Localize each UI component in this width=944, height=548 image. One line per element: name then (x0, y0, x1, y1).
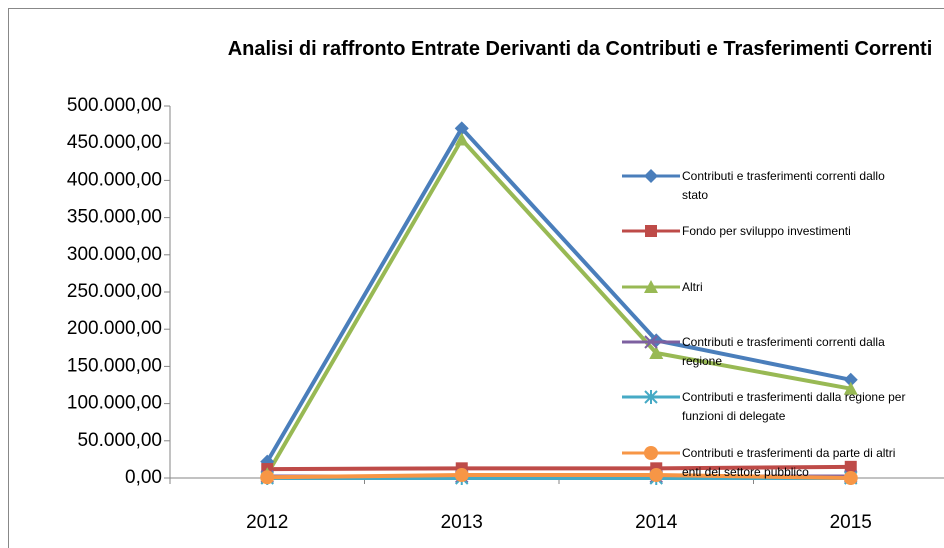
marker (260, 470, 275, 485)
series-line (267, 464, 851, 472)
legend-label: Altri (682, 279, 703, 294)
y-tick-label: 150.000,00 (67, 355, 162, 376)
marker (843, 372, 858, 387)
y-tick-label: 400.000,00 (67, 169, 162, 190)
marker (644, 169, 658, 183)
y-tick-label: 350.000,00 (67, 207, 162, 228)
y-tick-label: 0,00 (125, 467, 162, 488)
y-tick-label: 250.000,00 (67, 281, 162, 302)
marker (649, 346, 664, 360)
legend-item: Contributi e trasferimenti dalla regione… (620, 388, 920, 428)
x-tick-label: 2014 (635, 512, 678, 533)
y-tick-label: 450.000,00 (67, 132, 162, 153)
marker (454, 132, 469, 146)
marker (644, 279, 658, 293)
legend-swatch (622, 445, 680, 460)
legend-swatch (622, 225, 680, 238)
chart-title: Analisi di raffronto Entrate Derivanti d… (227, 38, 933, 60)
marker (454, 468, 469, 483)
y-tick-label: 200.000,00 (67, 318, 162, 339)
x-tick-label: 2015 (830, 512, 872, 533)
y-tick-label: 50.000,00 (77, 430, 162, 451)
marker (844, 460, 857, 473)
legend-label: Contributi e trasferimenti correnti dall… (682, 334, 885, 368)
series-line (267, 473, 851, 480)
marker (644, 445, 658, 460)
series-line (265, 137, 852, 476)
legend-item: Fondo per sviluppo investimenti (620, 222, 920, 262)
marker (843, 471, 858, 485)
legend-label: Contributi e trasferimenti da parte di a… (682, 445, 896, 479)
marker (454, 121, 469, 136)
y-tick-label: 500.000,00 (67, 95, 162, 116)
marker (644, 335, 658, 349)
x-tick-label: 2013 (441, 512, 483, 533)
marker (843, 381, 858, 395)
legend-item: Altri (620, 278, 920, 318)
legend-label: Fondo per sviluppo investimenti (682, 224, 851, 239)
chart-border (8, 8, 944, 548)
series-line (265, 126, 852, 463)
legend-swatch (622, 169, 680, 183)
legend-swatch (622, 390, 680, 405)
y-tick-label: 300.000,00 (67, 244, 162, 265)
legend-label: Contributi e trasferimenti dalla regione… (682, 390, 906, 424)
marker (644, 390, 658, 405)
y-tick-label: 100.000,00 (67, 393, 162, 414)
legend-item: Contributi e trasferimenti correnti dall… (620, 167, 920, 207)
legend-item: Contributi e trasferimenti da parte di a… (620, 444, 920, 484)
legend-swatch (622, 279, 680, 293)
legend-item: Contributi e trasferimenti correnti dall… (620, 333, 920, 373)
x-tick-label: 2012 (246, 512, 288, 533)
marker (645, 225, 657, 238)
legend-label: Contributi e trasferimenti correnti dall… (682, 169, 885, 202)
marker (649, 468, 664, 483)
legend-swatch (622, 335, 680, 349)
